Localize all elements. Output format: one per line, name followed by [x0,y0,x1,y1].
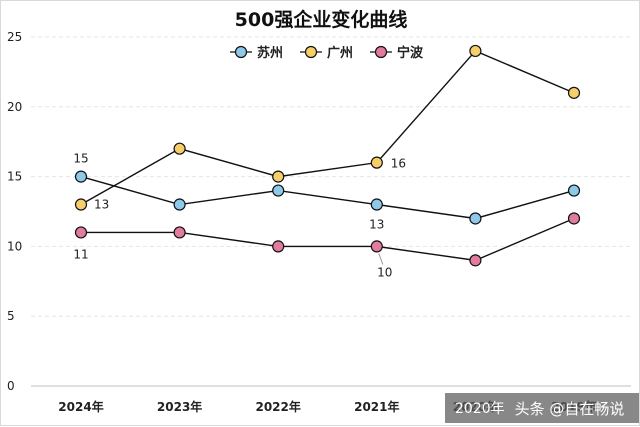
series-line-1 [80,50,575,206]
y-tick-label-20: 20 [7,100,22,114]
legend-label-1: 广州 [327,45,353,61]
data-point-s1-2 [272,170,285,183]
data-label-0: 15 [73,152,88,166]
x-tick-label-2023: 2023年 [157,399,202,414]
data-point-s0-5 [567,184,581,197]
legend-marker-1 [304,45,318,59]
x-tick-label-2024: 2024年 [58,399,103,414]
data-label-5: 10 [377,265,392,279]
legend-label-2: 宁波 [397,45,424,61]
chart-title: 500强企业变化曲线 [235,8,408,31]
series-line-2 [81,217,575,262]
data-point-s1-1 [173,142,186,155]
watermark-brand: 头条 @自在畅说 [514,399,625,418]
data-point-s0-3 [370,198,383,211]
watermark-overlay: 2020年 头条 @自在畅说 [445,393,639,423]
y-tick-label-25: 25 [7,30,22,44]
x-tick-label-2021: 2021年 [354,399,399,414]
series-line-0 [80,175,575,220]
legend-marker-2 [374,45,388,59]
data-label-1: 13 [94,198,109,212]
data-point-s1-5 [567,86,581,99]
data-label-3: 16 [391,157,406,171]
data-label-2: 11 [73,247,88,261]
data-point-s2-3 [370,240,383,253]
data-point-s2-2 [272,240,285,253]
watermark-year-label: 2020年 [455,401,505,417]
y-tick-label-0: 0 [7,379,15,393]
annotation-leader-5 [378,253,384,265]
data-point-s2-4 [469,254,482,267]
data-point-s2-5 [567,212,581,225]
y-tick-label-5: 5 [7,309,15,323]
data-point-s2-1 [173,226,186,239]
data-point-s1-3 [370,156,383,169]
x-tick-label-2022: 2022年 [255,399,300,414]
data-point-s0-0 [74,170,88,183]
data-point-s2-0 [74,226,88,239]
data-label-4: 13 [369,218,384,232]
data-point-s1-4 [469,44,482,58]
data-point-s0-2 [272,184,285,197]
data-point-s0-4 [469,212,482,225]
y-tick-label-15: 15 [7,170,22,184]
data-point-s0-1 [173,198,186,211]
legend-marker-0 [234,45,248,59]
data-point-s1-0 [74,198,88,211]
y-tick-label-10: 10 [7,239,22,253]
legend-label-0: 苏州 [257,45,283,61]
